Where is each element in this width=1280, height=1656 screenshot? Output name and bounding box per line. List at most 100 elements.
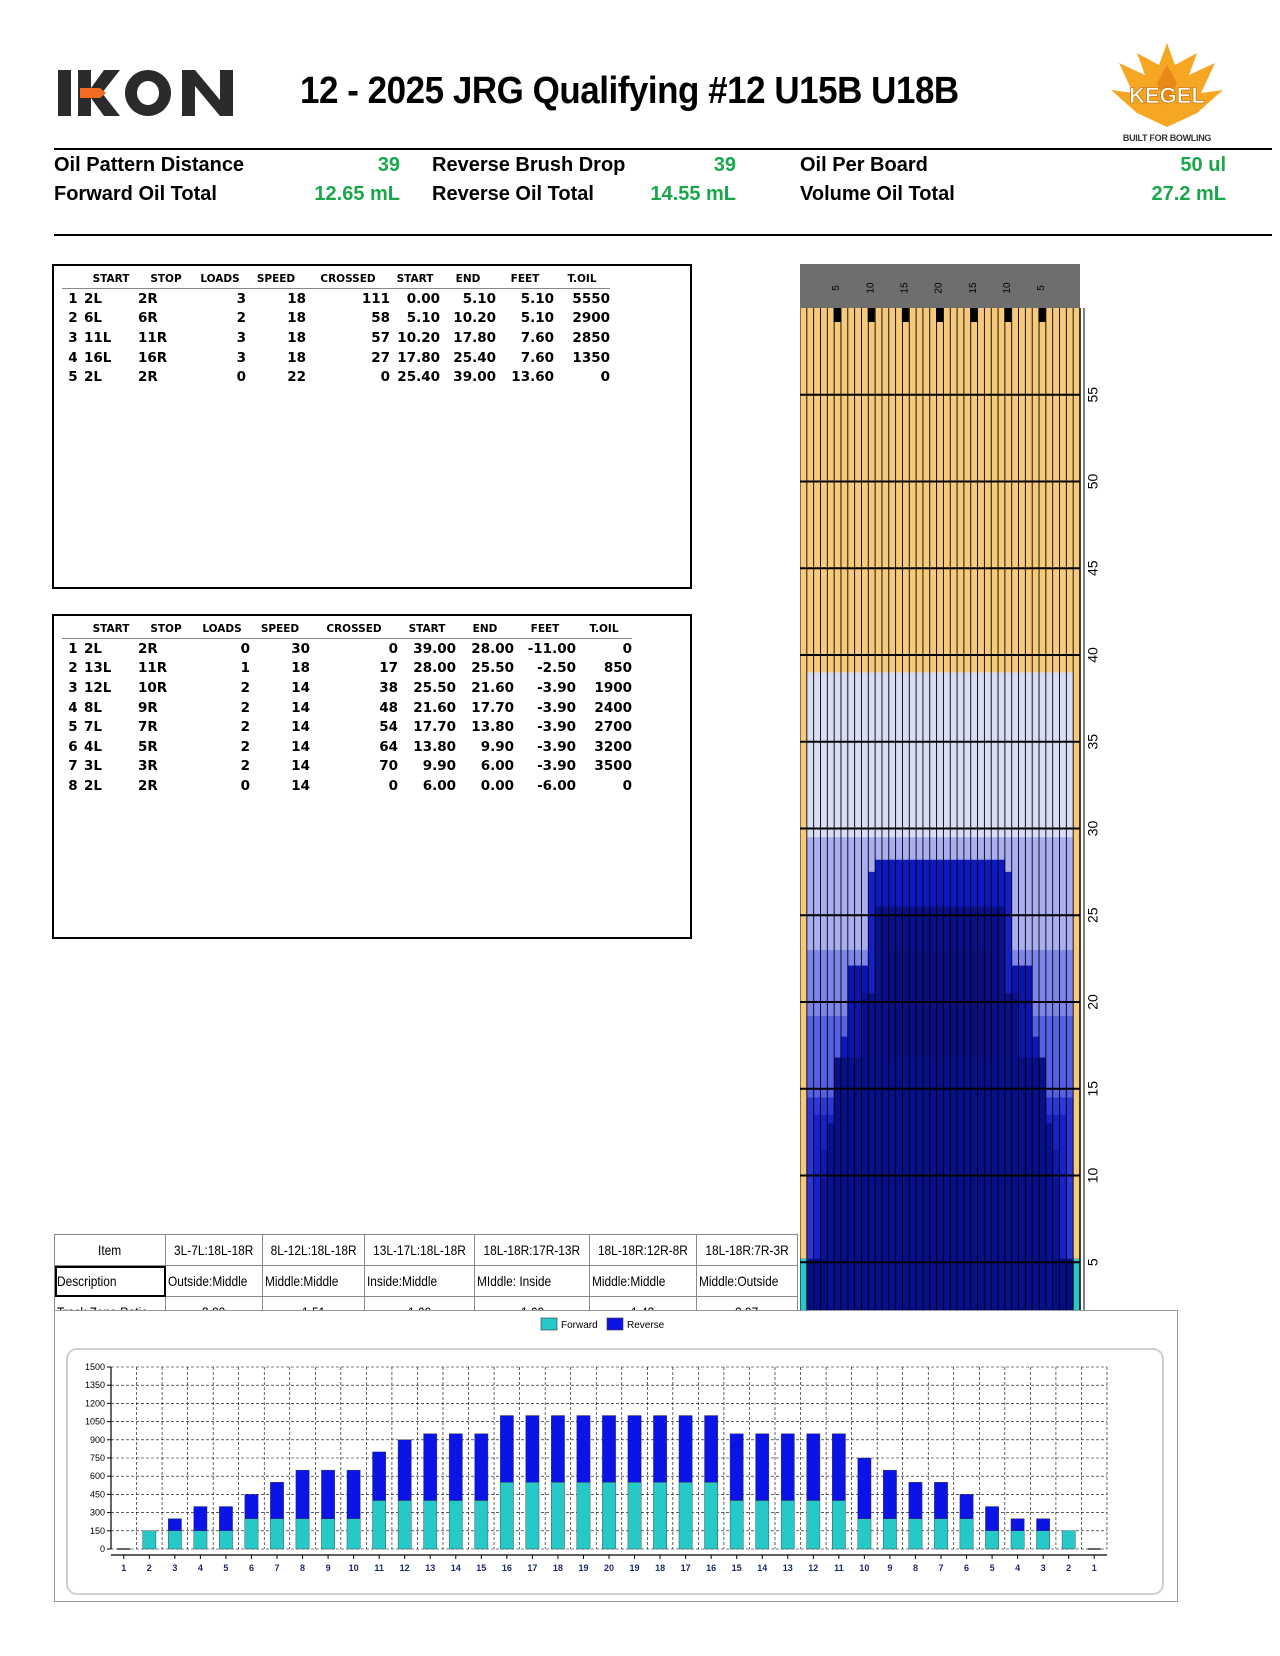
x-tick-label: 9: [887, 1563, 892, 1573]
kegel-logo: KEGEL BUILT FOR BOWLING: [1105, 35, 1230, 150]
table-cell: 2: [240, 719, 250, 736]
table-cell: 7.60: [520, 329, 554, 346]
stat-label-forward-oil: Forward Oil Total: [54, 183, 217, 205]
lane-edge-marker: [800, 1258, 807, 1314]
bar-reverse: [602, 1415, 616, 1483]
zone-column-header: 8L-12L:18L-18R: [261, 1234, 366, 1266]
bar-forward: [1010, 1530, 1025, 1550]
bar-forward: [1061, 1530, 1076, 1550]
table-cell: 0: [388, 777, 398, 794]
table-cell: 58: [371, 310, 390, 327]
table-cell: 3500: [594, 758, 632, 775]
table-row: 3 12L 10R 2 14 38 25.50 21.60 -3.90 1900: [62, 678, 632, 698]
table-cell: 0: [240, 777, 250, 794]
table-cell: 0: [380, 369, 390, 386]
bar-reverse: [193, 1506, 208, 1532]
table-cell: 18: [287, 290, 306, 307]
zone-column-header: 18L-18R:12R-8R: [589, 1234, 698, 1266]
y-tick-label: 1500: [85, 1362, 105, 1372]
x-tick-label: 17: [527, 1563, 537, 1573]
x-tick-label: 16: [502, 1563, 512, 1573]
bar-forward: [168, 1530, 182, 1550]
bar-forward: [219, 1530, 233, 1550]
bar-forward: [423, 1500, 438, 1550]
table-cell: 2: [236, 310, 246, 327]
table-cell: -2.50: [537, 660, 576, 677]
bar-forward: [474, 1500, 489, 1550]
table-cell: 57: [371, 329, 390, 346]
table-cell: 9.90: [480, 738, 514, 755]
col-header: START: [390, 270, 440, 289]
table-cell: 14: [291, 699, 310, 716]
bar-reverse: [678, 1415, 693, 1483]
col-header: FEET: [496, 270, 554, 289]
reverse-table-panel: START STOP LOADS SPEED CROSSED START END…: [52, 614, 692, 939]
x-tick-label: 6: [964, 1563, 969, 1573]
x-tick-label: 9: [326, 1563, 331, 1573]
stats-divider: [54, 234, 1272, 236]
bar-forward: [883, 1518, 897, 1550]
table-cell: 6.00: [422, 777, 456, 794]
x-tick-label: 7: [938, 1563, 943, 1573]
header-divider: [54, 148, 1272, 150]
bar-forward: [346, 1518, 361, 1550]
bar-reverse: [372, 1451, 386, 1501]
table-cell: 38: [379, 679, 398, 696]
table-cell: 5550: [572, 290, 610, 307]
col-header: LOADS: [194, 270, 246, 289]
bar-reverse: [985, 1506, 999, 1532]
table-cell: 16R: [138, 349, 168, 366]
bar-reverse: [653, 1415, 667, 1483]
table-cell: 4L: [84, 738, 102, 755]
table-cell: 0: [388, 640, 398, 657]
bar-reverse: [959, 1494, 974, 1519]
target-arrow-label: 5: [831, 285, 842, 291]
zone-description-label[interactable]: Description: [54, 1265, 166, 1297]
bar-forward: [576, 1482, 591, 1550]
bar-forward: [270, 1518, 284, 1550]
table-cell: 2: [240, 738, 250, 755]
col-header: START: [84, 270, 138, 289]
bar-reverse: [934, 1482, 948, 1519]
col-header: START: [84, 620, 138, 639]
bar-forward: [729, 1500, 744, 1550]
table-cell: 2700: [594, 719, 632, 736]
x-tick-label: 3: [1041, 1563, 1046, 1573]
table-cell: 25.40: [397, 369, 440, 386]
table-cell: 14: [291, 738, 310, 755]
bar-forward: [934, 1518, 948, 1550]
table-cell: 10R: [138, 679, 168, 696]
table-cell: 2L: [84, 640, 102, 657]
table-cell: 54: [379, 719, 398, 736]
bar-reverse: [244, 1494, 259, 1519]
bar-forward: [397, 1500, 412, 1550]
x-tick-label: 13: [783, 1563, 793, 1573]
stat-value-forward-oil: 12.65 mL: [314, 183, 400, 205]
x-tick-label: 2: [1066, 1563, 1071, 1573]
col-header: END: [456, 620, 514, 639]
bar-reverse: [474, 1433, 489, 1501]
table-cell: 25.50: [471, 660, 514, 677]
table-cell: 12L: [84, 679, 112, 696]
stat-label-brush-drop: Reverse Brush Drop: [432, 154, 626, 176]
x-tick-label: 14: [451, 1563, 461, 1573]
x-tick-label: 4: [1015, 1563, 1020, 1573]
bar-reverse: [448, 1433, 463, 1501]
table-cell: 5R: [138, 738, 158, 755]
x-tick-label: 19: [578, 1563, 588, 1573]
col-header: STOP: [138, 270, 194, 289]
distance-label: 20: [1085, 994, 1101, 1010]
board-volume-chart-panel: Forward Reverse 0 150 300 450 600 750 900 1050 120…: [54, 1310, 1178, 1602]
table-cell: 1: [68, 640, 78, 657]
table-cell: 6R: [138, 310, 158, 327]
table-cell: 6: [68, 738, 78, 755]
x-tick-label: 1: [121, 1563, 126, 1573]
bar-reverse: [908, 1482, 923, 1519]
target-arrow-label: 20: [934, 282, 945, 294]
stat-label-pattern-distance: Oil Pattern Distance: [54, 154, 245, 176]
bar-forward: [832, 1500, 846, 1550]
table-cell: 2R: [138, 777, 158, 794]
table-cell: 5.10: [462, 290, 496, 307]
bar-forward: [500, 1482, 514, 1550]
table-cell: 6.00: [480, 758, 514, 775]
